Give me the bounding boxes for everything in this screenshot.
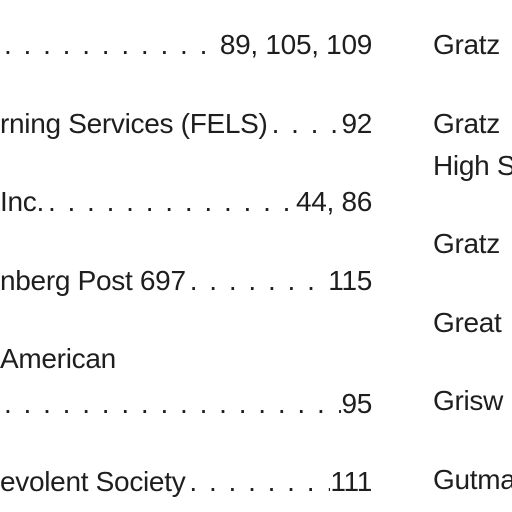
- index-entry-fragment: High S: [433, 150, 512, 181]
- entry-pages: 44, 86: [295, 186, 372, 217]
- entry-name: Inc.: [0, 186, 44, 217]
- entry-name: nberg Post 697: [0, 265, 186, 296]
- index-entry: nberg Post 697 115: [0, 261, 372, 301]
- dot-leader: [0, 25, 220, 65]
- entry-pages: 111: [330, 466, 372, 497]
- index-entry-fragment: Grisw: [433, 385, 504, 416]
- index-entry-fragment: Gratz: [433, 108, 500, 139]
- index-entry-fragment: Gratz: [433, 29, 500, 60]
- dot-leader: [0, 384, 341, 424]
- dot-leader: [44, 182, 296, 222]
- entry-pages: 92: [341, 108, 372, 139]
- index-entry-continuation: American: [0, 339, 372, 379]
- right-index-column: Gratz Gratz High S Gratz Great Grisw Gut…: [433, 0, 512, 512]
- index-entry-fragment: Great: [433, 307, 502, 338]
- entry-pages: 115: [328, 265, 372, 296]
- entry-name: evolent Society: [0, 466, 186, 497]
- entry-name-line: American: [0, 343, 116, 374]
- index-entry: evolent Society 111: [0, 462, 372, 502]
- dot-leader: [186, 261, 329, 301]
- dot-leader: [185, 462, 330, 502]
- index-entry: 95: [0, 384, 372, 424]
- index-entry: rning Services (FELS) 92: [0, 104, 372, 144]
- index-entry: Inc. 44, 86: [0, 182, 372, 222]
- index-entry-fragment: Gutma: [433, 464, 512, 495]
- entry-name: rning Services (FELS): [0, 108, 268, 139]
- entry-pages: 89, 105, 109: [219, 29, 372, 60]
- dot-leader: [268, 104, 342, 144]
- index-entry: 89, 105, 109: [0, 25, 372, 65]
- entry-pages: 95: [341, 388, 372, 419]
- index-entry-fragment: Gratz: [433, 228, 500, 259]
